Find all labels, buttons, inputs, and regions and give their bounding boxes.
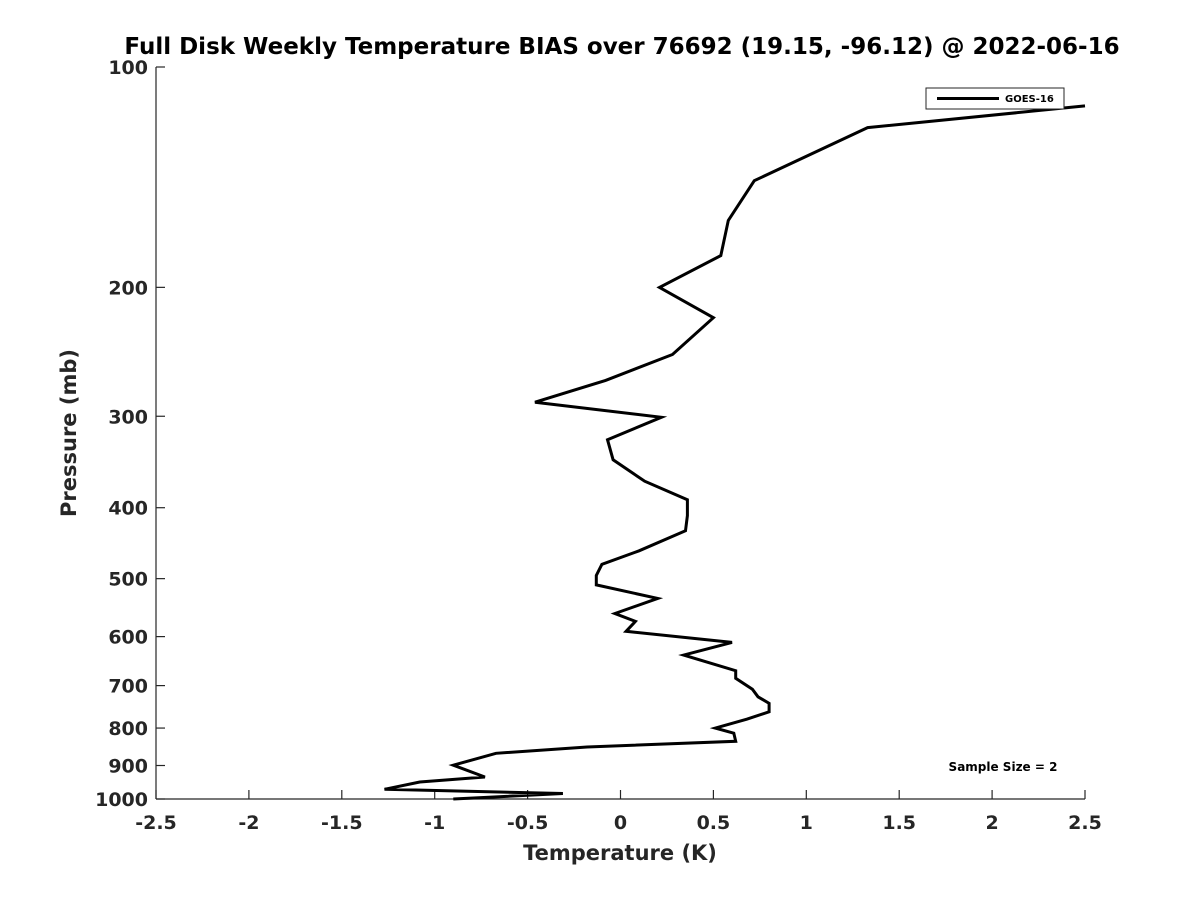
y-tick-label: 100 <box>108 57 148 79</box>
y-tick-label: 700 <box>108 676 148 698</box>
x-tick-label: -2.5 <box>135 812 177 834</box>
sample-size-annotation: Sample Size = 2 <box>949 760 1058 774</box>
y-tick-label: 900 <box>108 756 148 778</box>
x-tick-label: -1.5 <box>321 812 363 834</box>
series-layer <box>384 104 1086 801</box>
x-axis-label: Temperature (K) <box>523 841 717 865</box>
y-tick-label: 200 <box>108 277 148 299</box>
x-tick-label: 1 <box>800 812 813 834</box>
x-tick-label: -1 <box>424 812 445 834</box>
x-tick-label: 1.5 <box>882 812 916 834</box>
y-tick-label: 300 <box>108 406 148 428</box>
y-tick-label: 1000 <box>95 789 148 811</box>
x-tick-label: 2 <box>985 812 998 834</box>
x-tick-label: 0.5 <box>697 812 731 834</box>
y-axis-label: Pressure (mb) <box>57 349 81 517</box>
series-line-goes-16 <box>384 104 1086 801</box>
x-axis-ticks: -2.5 -2 -1.5 -1 -0.5 0 0.5 1 1.5 2 2.5 <box>135 790 1102 834</box>
x-tick-label: -0.5 <box>507 812 549 834</box>
x-tick-label: -2 <box>238 812 259 834</box>
y-axis-ticks: 100 200 300 400 500 600 700 800 900 1000 <box>95 57 165 811</box>
chart-title: Full Disk Weekly Temperature BIAS over 7… <box>124 34 1119 60</box>
legend: GOES-16 <box>925 87 1065 110</box>
legend-entry-goes-16: GOES-16 <box>1005 94 1054 105</box>
y-tick-label: 800 <box>108 718 148 740</box>
x-tick-label: 2.5 <box>1068 812 1102 834</box>
x-tick-label: 0 <box>614 812 627 834</box>
y-tick-label: 500 <box>108 569 148 591</box>
y-tick-label: 600 <box>108 627 148 649</box>
y-tick-label: 400 <box>108 498 148 520</box>
